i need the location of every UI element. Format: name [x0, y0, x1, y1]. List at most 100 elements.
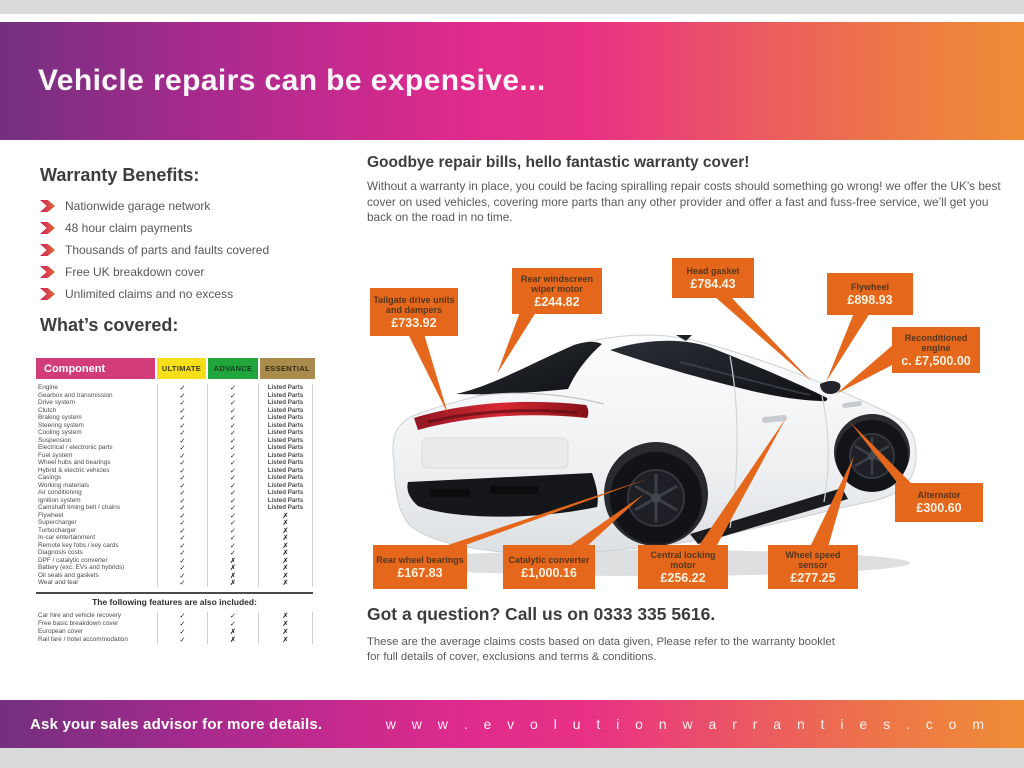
- callout-part-name: Flywheel: [850, 281, 889, 292]
- coverage-cross-cell: ✗: [207, 635, 258, 644]
- callout-head-gasket: Head gasket £784.43: [672, 258, 754, 298]
- coverage-listed-cell: Listed Parts: [258, 406, 313, 414]
- component-label: European cover: [38, 627, 84, 635]
- component-label: Hybrid & electric vehicles: [38, 466, 110, 474]
- callout-price: £244.82: [534, 294, 580, 309]
- coverage-table: Component ULTIMATE ADVANCE ESSENTIAL Engine…: [36, 358, 315, 644]
- coverage-check-cell: ✓: [157, 466, 207, 474]
- column-header-essential: ESSENTIAL: [260, 358, 315, 379]
- bumper-vent-left: [430, 489, 470, 497]
- question-note: These are the average claims costs based…: [367, 636, 835, 663]
- coverage-check-cell: ✓: [207, 534, 258, 542]
- coverage-check-cell: ✓: [207, 519, 258, 527]
- callout-part-name: Rear windscreen wiper motor: [520, 273, 594, 294]
- benefit-item: Nationwide garage network: [40, 195, 269, 217]
- coverage-check-cell: ✓: [157, 421, 207, 429]
- features-table-body: Car hire and vehicle recovery ✓ ✓ ✗ Free bas…: [36, 611, 313, 644]
- column-header-component: Component: [36, 358, 155, 379]
- callout-tailgate: Tailgate drive units and dampers £733.92: [370, 288, 458, 336]
- coverage-cross-cell: ✗: [207, 564, 258, 572]
- component-label: Wheel hubs and bearings: [38, 459, 111, 466]
- tail-light-inner: [427, 409, 579, 424]
- component-label: Ignition system: [38, 496, 81, 504]
- component-label: In-car entertainment: [38, 534, 96, 541]
- coverage-listed-cell: Listed Parts: [258, 384, 313, 392]
- coverage-check-cell: ✓: [157, 541, 207, 549]
- roof-antenna: [676, 335, 692, 341]
- callout-part-name: Reconditioned engine: [904, 332, 968, 353]
- component-label: Drive system: [38, 399, 75, 406]
- benefit-label: Free UK breakdown cover: [65, 265, 205, 279]
- coverage-check-cell: ✓: [207, 611, 258, 620]
- coverage-check-cell: ✓: [207, 444, 258, 452]
- coverage-check-cell: ✓: [157, 556, 207, 564]
- coverage-check-cell: ✓: [157, 451, 207, 459]
- callout-alternator: Alternator £300.60: [895, 483, 983, 522]
- coverage-check-cell: ✓: [157, 635, 207, 644]
- coverage-check-cell: ✓: [157, 611, 207, 620]
- callout-price: £1,000.16: [521, 565, 577, 580]
- coverage-table-header: Component ULTIMATE ADVANCE ESSENTIAL: [36, 358, 315, 379]
- coverage-check-cell: ✓: [157, 519, 207, 527]
- coverage-check-cell: ✓: [157, 627, 207, 636]
- coverage-check-cell: ✓: [157, 399, 207, 407]
- callout-wheel-speed: Wheel speed sensor £277.25: [768, 545, 858, 589]
- callout-flywheel: Flywheel £898.93: [827, 273, 913, 315]
- header-band: Vehicle repairs can be expensive...: [0, 22, 1024, 140]
- coverage-check-cell: ✓: [207, 406, 258, 414]
- bumper-vent-right: [490, 486, 538, 494]
- coverage-check-cell: ✓: [207, 429, 258, 437]
- features-heading: The following features are also included…: [92, 596, 257, 607]
- coverage-check-cell: ✓: [207, 384, 258, 392]
- benefit-label: Thousands of parts and faults covered: [65, 243, 270, 257]
- coverage-check-cell: ✓: [207, 451, 258, 459]
- side-mirror: [820, 381, 841, 394]
- footer-website-url: w w w . e v o l u t i o n w a r r a n t …: [385, 716, 990, 732]
- coverage-check-cell: ✓: [157, 489, 207, 497]
- component-label: Free basic breakdown cover: [38, 619, 119, 627]
- benefit-item: Free UK breakdown cover: [40, 261, 269, 283]
- coverage-check-cell: ✓: [207, 526, 258, 534]
- component-label: Steering system: [38, 421, 84, 429]
- callout-part-name: Alternator: [917, 490, 961, 500]
- coverage-cross-cell: ✗: [207, 627, 258, 636]
- component-label: Camshaft timing belt / chains: [38, 504, 121, 511]
- coverage-check-cell: ✓: [207, 391, 258, 399]
- coverage-listed-cell: Listed Parts: [258, 429, 313, 437]
- flyer-page: Vehicle repairs can be expensive... Warr…: [0, 14, 1024, 748]
- coverage-cross-cell: ✗: [258, 519, 313, 527]
- callout-recon-engine: Reconditioned engine c. £7,500.00: [892, 327, 980, 373]
- coverage-check-cell: ✓: [207, 504, 258, 512]
- chevron-right-icon: [40, 200, 55, 212]
- benefit-item: Thousands of parts and faults covered: [40, 239, 269, 261]
- callout-part-name: Head gasket: [686, 265, 740, 276]
- coverage-listed-cell: Listed Parts: [258, 481, 313, 489]
- component-label: Electrical / electronic parts: [38, 444, 113, 451]
- coverage-cross-cell: ✗: [207, 579, 258, 587]
- column-header-advance: ADVANCE: [208, 358, 258, 379]
- component-label: Oil seals and gaskets: [38, 571, 99, 579]
- callout-part-name: Wheel speed sensor: [785, 549, 841, 570]
- spoiler-crease: [475, 392, 605, 405]
- benefit-label: 48 hour claim payments: [65, 221, 193, 235]
- callout-part-name: Rear wheel bearings: [376, 554, 464, 565]
- coverage-check-cell: ✓: [157, 564, 207, 572]
- coverage-check-cell: ✓: [207, 466, 258, 474]
- benefit-label: Unlimited claims and no excess: [65, 287, 234, 301]
- coverage-check-cell: ✓: [157, 406, 207, 414]
- coverage-listed-cell: Listed Parts: [258, 496, 313, 504]
- coverage-check-cell: ✓: [157, 444, 207, 452]
- chevron-right-icon: [40, 266, 55, 278]
- benefit-item: Unlimited claims and no excess: [40, 283, 269, 305]
- chevron-right-icon: [40, 288, 55, 300]
- component-label: Cooling system: [38, 429, 82, 436]
- chevron-right-icon: [40, 222, 55, 234]
- callout-price: £898.93: [847, 292, 893, 307]
- coverage-check-cell: ✓: [207, 414, 258, 422]
- component-label: Suspension: [38, 436, 72, 444]
- component-label: Clutch: [38, 406, 57, 414]
- coverage-check-cell: ✓: [207, 619, 258, 628]
- coverage-listed-cell: Listed Parts: [258, 399, 313, 407]
- coverage-cross-cell: ✗: [207, 571, 258, 579]
- component-label: Wear and tear: [38, 579, 79, 586]
